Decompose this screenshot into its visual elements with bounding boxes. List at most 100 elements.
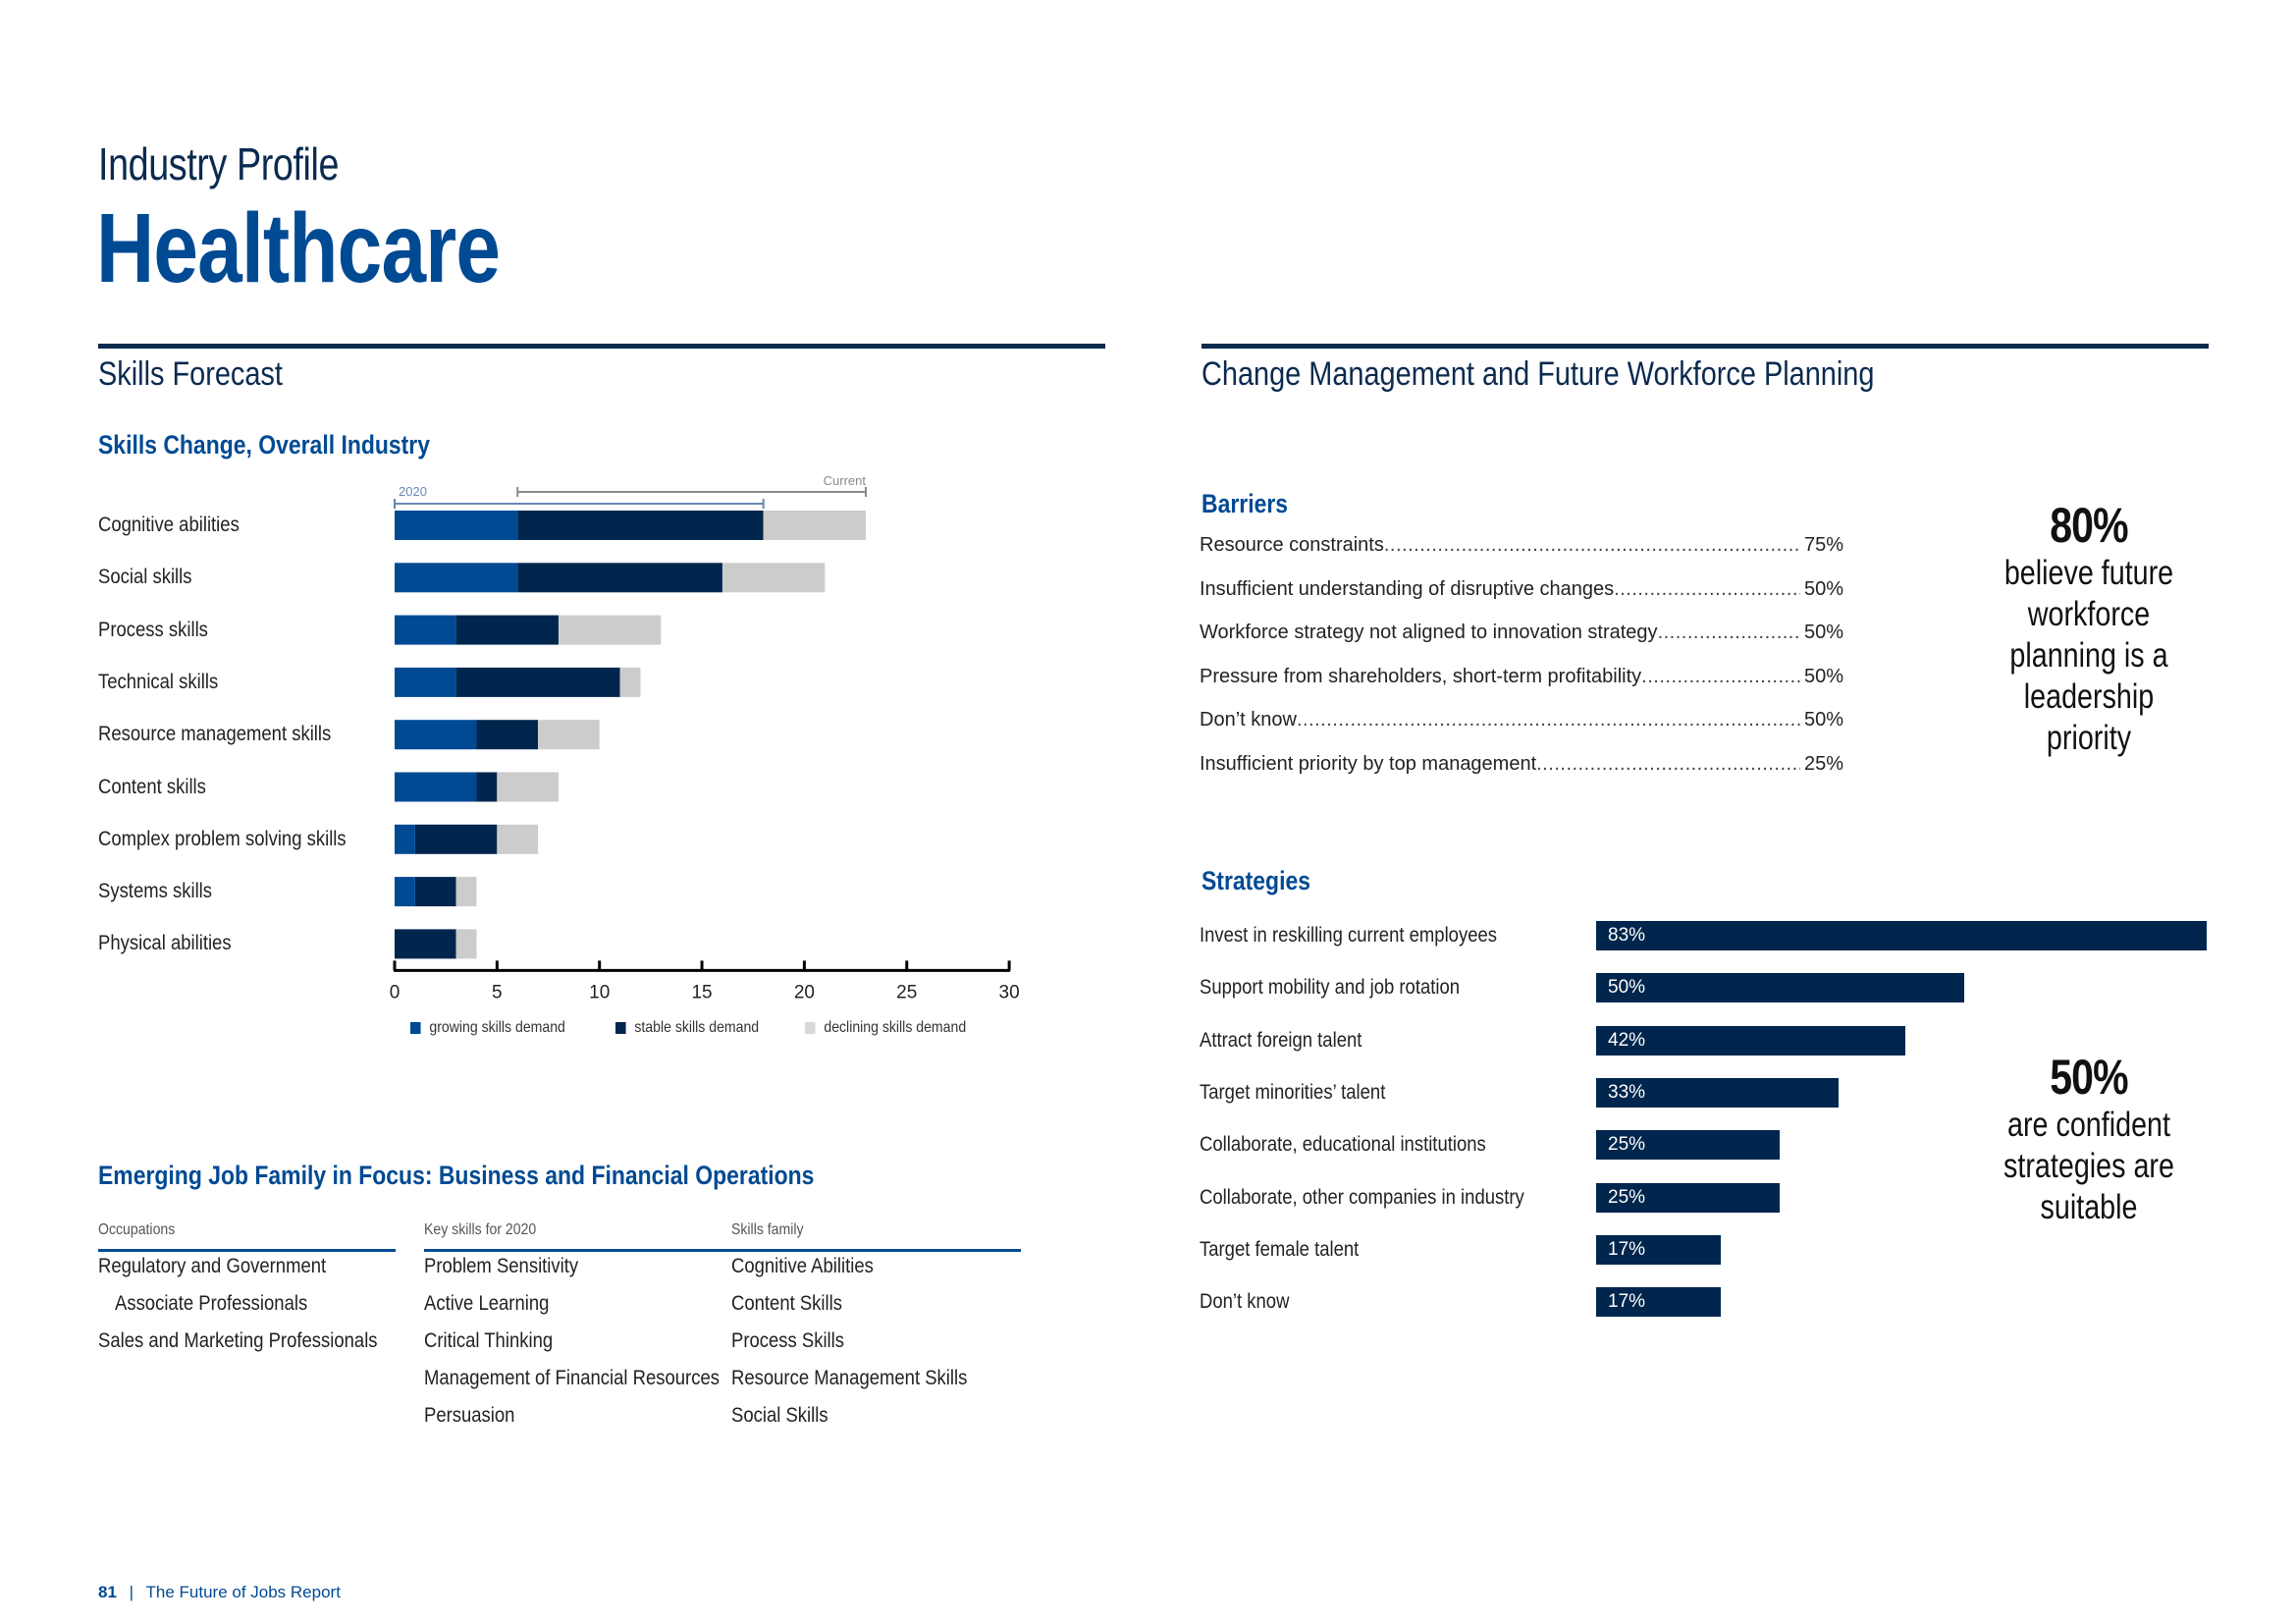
strategy-label: Collaborate, educational institutions <box>1200 1133 1486 1157</box>
barrier-value: 25% <box>1803 753 1843 775</box>
key-skill-item: Persuasion <box>424 1404 515 1427</box>
strategy-label: Invest in reskilling current employees <box>1200 924 1498 947</box>
page-title: Healthcare <box>96 193 501 303</box>
bar-segment-declining <box>497 824 539 854</box>
section-rule-left <box>98 344 1105 349</box>
key-skill-item: Problem Sensitivity <box>424 1255 579 1277</box>
skill-category-label: Social skills <box>98 566 192 589</box>
barrier-row: Pressure from shareholders, short-term p… <box>1200 666 1843 693</box>
footer-separator: | <box>129 1583 134 1601</box>
dot-leader <box>1658 622 1800 644</box>
skill-category-label: Cognitive abilities <box>98 514 240 536</box>
barrier-row: Don’t know 50% <box>1200 709 1843 736</box>
barrier-value: 75% <box>1803 534 1843 556</box>
bar-segment-growing <box>395 563 518 593</box>
x-axis-tick-label: 15 <box>691 982 712 1002</box>
skill-category-label: Resource management skills <box>98 723 332 746</box>
skills-family-item: Cognitive Abilities <box>731 1255 874 1277</box>
bar-segment-declining <box>763 511 867 540</box>
bar-segment-declining <box>721 563 826 593</box>
skills-family-item: Process Skills <box>731 1329 845 1352</box>
bar-segment-growing <box>395 615 456 645</box>
strategy-label: Target minorities’ talent <box>1200 1080 1386 1104</box>
barrier-label: Workforce strategy not aligned to innova… <box>1200 622 1658 644</box>
section-rule-right <box>1201 344 2209 349</box>
col-head-occupations: Occupations <box>98 1221 176 1238</box>
barrier-value: 50% <box>1803 622 1843 644</box>
legend-declining: declining skills demand <box>805 1019 966 1037</box>
bar-segment-growing <box>395 667 456 697</box>
x-axis-tick-label: 20 <box>794 982 815 1002</box>
barrier-label: Insufficient priority by top management <box>1200 753 1537 775</box>
key-skill-item: Critical Thinking <box>424 1329 554 1352</box>
bar-segment-declining <box>455 877 477 907</box>
barrier-value: 50% <box>1803 709 1843 731</box>
change-management-title: Change Management and Future Workforce P… <box>1201 355 1875 393</box>
skills-family-item: Social Skills <box>731 1404 828 1427</box>
bracket-2020-label: 2020 <box>399 484 427 499</box>
bar-segment-stable <box>476 720 539 750</box>
job-family-title: Emerging Job Family in Focus: Business a… <box>98 1161 815 1190</box>
bar-segment-stable <box>455 615 559 645</box>
skill-category-label: Physical abilities <box>98 932 232 955</box>
legend-swatch-growing <box>410 1022 421 1034</box>
legend-label-growing: growing skills demand <box>429 1019 565 1036</box>
key-skill-item: Active Learning <box>424 1292 550 1315</box>
skill-category-label: Content skills <box>98 775 206 798</box>
skills-chart-title: Skills Change, Overall Industry <box>98 430 430 460</box>
bar-segment-growing <box>395 824 415 854</box>
strategy-bar: 25% <box>1596 1182 1781 1213</box>
occupation-item: Sales and Marketing Professionals <box>98 1329 378 1352</box>
key-skill-item: Management of Financial Resources <box>424 1367 720 1389</box>
x-axis-tick-label: 10 <box>589 982 610 1002</box>
barrier-label: Pressure from shareholders, short-term p… <box>1200 665 1642 687</box>
report-name: The Future of Jobs Report <box>145 1583 341 1601</box>
barrier-row: Workforce strategy not aligned to innova… <box>1200 622 1843 649</box>
skills-forecast-title: Skills Forecast <box>98 355 283 393</box>
leadership-callout: 80% believe future workforce planning is… <box>1932 499 2246 759</box>
dot-leader <box>1536 753 1800 776</box>
skills-family-item: Resource Management Skills <box>731 1367 968 1389</box>
col-rule-occupations <box>98 1249 396 1252</box>
barrier-row: Resource constraints 75% <box>1200 534 1843 562</box>
strategy-bar: 33% <box>1596 1077 1840 1108</box>
confidence-callout: 50% are confident strategies are suitabl… <box>1932 1051 2246 1228</box>
x-axis-tick-label: 5 <box>492 982 503 1002</box>
leadership-callout-value: 80% <box>2050 498 2128 553</box>
bar-segment-stable <box>517 511 764 540</box>
strategy-bar: 17% <box>1596 1287 1722 1318</box>
barrier-label: Resource constraints <box>1200 534 1384 556</box>
bar-segment-stable <box>395 929 456 959</box>
bracket-current-label: Current <box>824 473 867 488</box>
legend-growing: growing skills demand <box>410 1019 565 1037</box>
skills-change-chart: 2020 Current 0 5 10 15 20 25 30 <box>390 473 1020 1002</box>
bar-segment-declining <box>455 929 477 959</box>
bar-segment-declining <box>497 772 559 802</box>
confidence-callout-text: are confident strategies are suitable <box>2003 1106 2174 1226</box>
skill-category-label: Technical skills <box>98 670 219 693</box>
strategy-label: Collaborate, other companies in industry <box>1200 1185 1524 1209</box>
legend-swatch-declining <box>805 1022 816 1034</box>
page-number: 81 <box>98 1583 117 1601</box>
col-head-key-skills: Key skills for 2020 <box>424 1221 537 1238</box>
bar-segment-stable <box>476 772 498 802</box>
barrier-label: Don’t know <box>1200 709 1297 731</box>
strategies-title: Strategies <box>1201 866 1310 895</box>
legend-swatch-stable <box>615 1022 626 1034</box>
x-axis-tick-label: 30 <box>999 982 1020 1002</box>
strategy-bar: 50% <box>1596 973 1964 1003</box>
x-axis-tick-label: 25 <box>896 982 917 1002</box>
barriers-title: Barriers <box>1201 489 1289 518</box>
strategy-label: Attract foreign talent <box>1200 1028 1362 1052</box>
confidence-callout-value: 50% <box>2050 1050 2128 1105</box>
bar-segment-declining <box>558 615 662 645</box>
col-head-skills-family: Skills family <box>731 1221 804 1238</box>
page-footer: 81 | The Future of Jobs Report <box>98 1583 341 1602</box>
bar-segment-declining <box>538 720 600 750</box>
bar-segment-stable <box>517 563 722 593</box>
dot-leader <box>1384 534 1800 557</box>
strategy-label: Target female talent <box>1200 1237 1360 1261</box>
bar-segment-growing <box>395 511 518 540</box>
strategy-label: Support mobility and job rotation <box>1200 976 1461 1000</box>
bar-segment-stable <box>455 667 620 697</box>
